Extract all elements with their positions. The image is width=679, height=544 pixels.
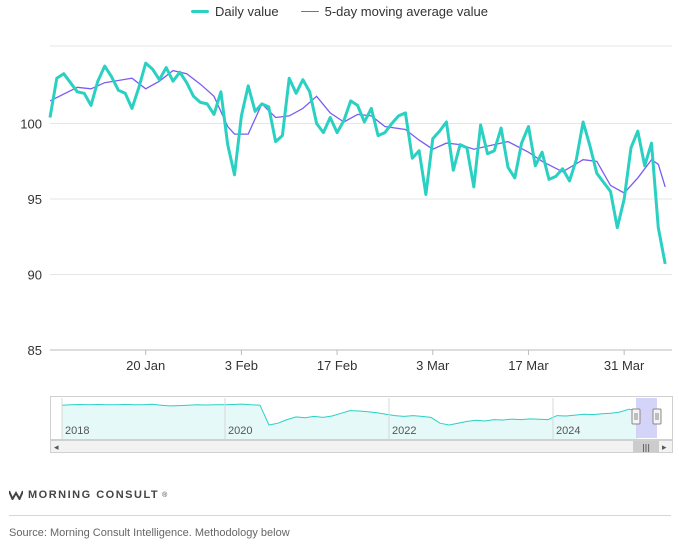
x-tick-label: 31 Mar (604, 358, 645, 373)
y-tick-label: 90 (28, 268, 42, 283)
y-tick-label: 100 (20, 117, 42, 132)
x-tick-label: 3 Mar (416, 358, 450, 373)
legend-item-daily[interactable]: Daily value (191, 4, 279, 19)
x-axis-tick-labels: 20 Jan 3 Feb 17 Feb 3 Mar 17 Mar 31 Mar (126, 358, 645, 373)
navigator-selection[interactable] (636, 398, 657, 438)
scroll-left-arrow[interactable]: ◂ (54, 443, 59, 453)
chart-legend: Daily value 5-day moving average value (0, 4, 679, 19)
scrollbar-track[interactable] (50, 440, 673, 453)
navigator-frame (50, 396, 673, 440)
x-axis-tick-marks (145, 350, 625, 355)
daily-value-line (48, 61, 667, 265)
brand-mark: ® (162, 491, 169, 499)
navigator-line (61, 403, 639, 426)
navigator-handle-left[interactable] (631, 408, 641, 425)
scroll-right-arrow[interactable]: ▸ (662, 443, 667, 453)
navigator-year-labels: 2018 2020 2022 2024 (61, 398, 580, 439)
source-note: Source: Morning Consult Intelligence. Me… (9, 527, 290, 539)
legend-item-average[interactable]: 5-day moving average value (300, 4, 488, 19)
scrollbar-grip-icon: ||| (642, 443, 650, 452)
navigator-year-label: 2020 (228, 425, 252, 437)
grid-lines (50, 45, 672, 275)
navigator-handle-right[interactable] (652, 408, 662, 425)
range-navigator[interactable]: 2018 2020 2022 2024 ◂ ||| ▸ (50, 396, 673, 456)
y-tick-label: 95 (28, 192, 42, 207)
x-tick-label: 17 Mar (508, 358, 549, 373)
footer-divider (9, 515, 671, 516)
legend-swatch-average (300, 10, 319, 13)
y-tick-label: 85 (28, 343, 42, 358)
legend-label-daily: Daily value (215, 4, 279, 19)
morning-consult-logo-icon (9, 490, 23, 500)
x-tick-label: 20 Jan (126, 358, 165, 373)
brand-logo: MORNING CONSULT ® (9, 489, 169, 501)
x-tick-label: 17 Feb (317, 358, 357, 373)
navigator-year-label: 2018 (65, 425, 89, 437)
legend-label-average: 5-day moving average value (324, 4, 488, 19)
navigator-area (62, 404, 638, 439)
scrollbar-thumb[interactable] (633, 441, 659, 452)
brand-name: MORNING CONSULT (28, 489, 160, 501)
navigator-year-label: 2024 (556, 425, 580, 437)
y-axis-tick-labels: 85 90 95 100 (20, 117, 42, 359)
navigator-year-label: 2022 (392, 425, 416, 437)
legend-swatch-daily (191, 10, 210, 13)
moving-average-line (49, 69, 666, 194)
x-tick-label: 3 Feb (225, 358, 258, 373)
main-chart: 85 90 95 100 20 Jan 3 Feb 17 Feb 3 Mar 17 Mar 31… (20, 45, 672, 373)
